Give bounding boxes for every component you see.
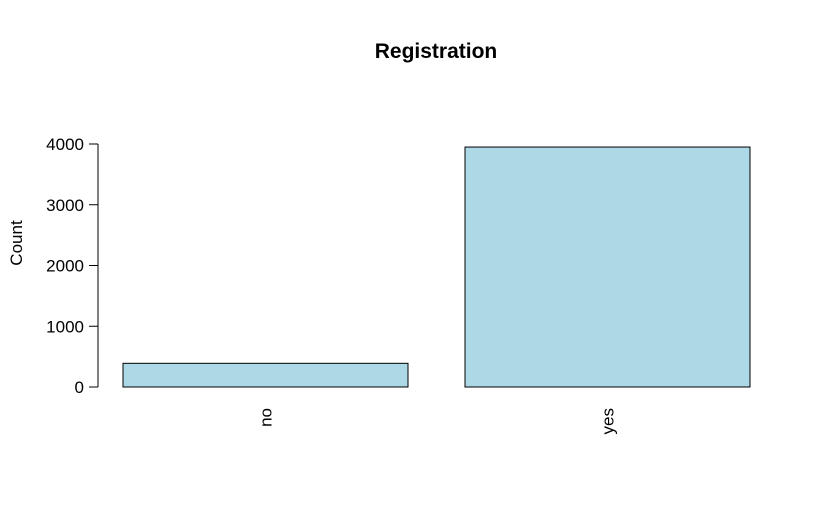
- category-label-no: no: [257, 408, 276, 427]
- y-tick-label: 0: [75, 378, 84, 397]
- y-tick-label: 3000: [46, 196, 84, 215]
- category-label-yes: yes: [599, 408, 618, 434]
- category-labels: no yes: [257, 408, 618, 434]
- bar-yes: [464, 146, 751, 388]
- chart-title: Registration: [375, 40, 498, 63]
- y-tick-label: 1000: [46, 317, 84, 336]
- y-axis-ticks: 0 1000 2000 3000 4000: [46, 135, 98, 397]
- bar-no: [122, 362, 409, 388]
- y-axis-label: Count: [7, 220, 26, 266]
- y-tick-label: 2000: [46, 257, 84, 276]
- y-tick-label: 4000: [46, 135, 84, 154]
- bars-group: [122, 146, 751, 388]
